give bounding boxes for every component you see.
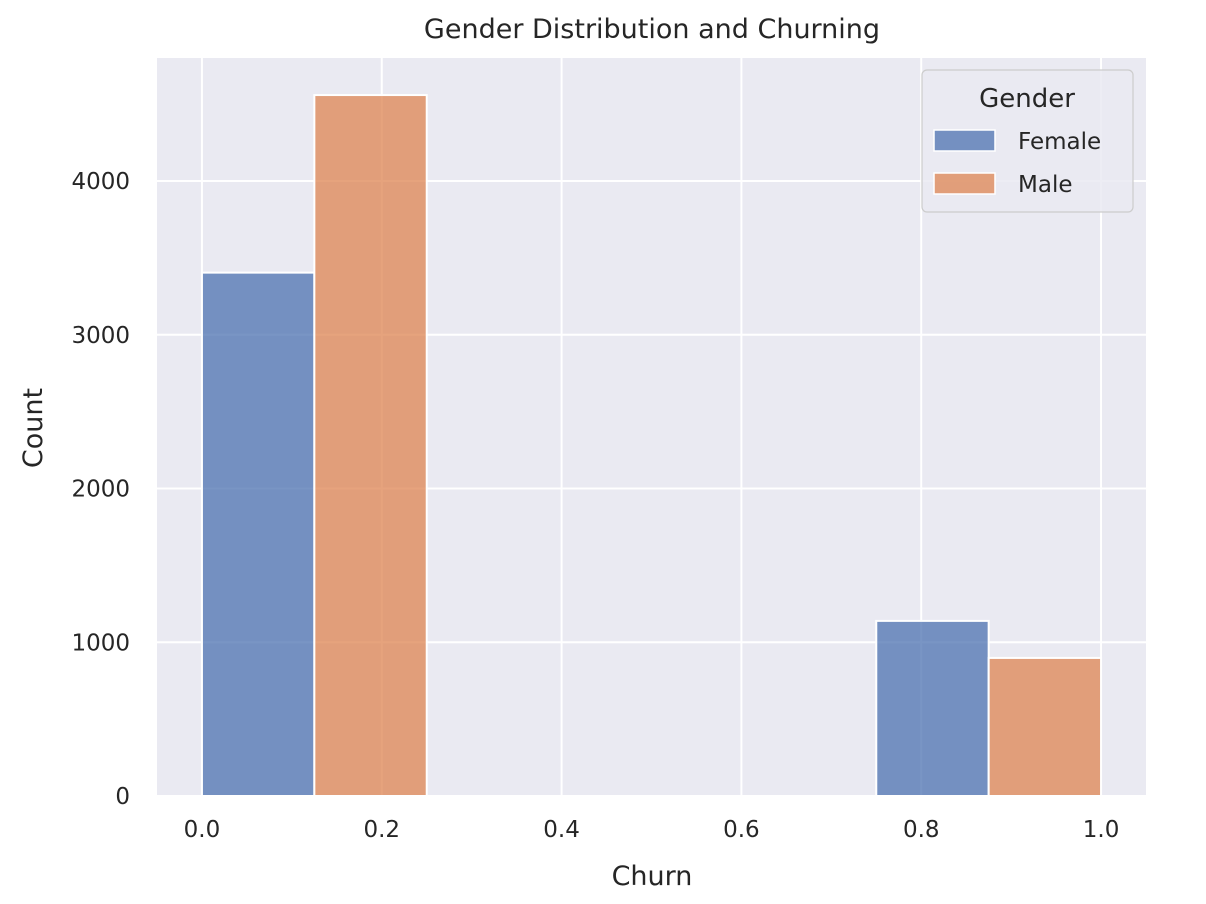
x-tick-label: 0.2 <box>363 817 400 843</box>
y-tick-label: 0 <box>115 784 130 810</box>
x-tick-label: 0.6 <box>723 817 760 843</box>
bar-female-1 <box>875 619 990 797</box>
bar-male-0 <box>313 94 428 797</box>
y-tick-label: 4000 <box>71 169 130 195</box>
chart-title: Gender Distribution and Churning <box>424 14 880 45</box>
legend-label-female: Female <box>1018 129 1101 155</box>
y-tick-label: 1000 <box>71 630 130 656</box>
x-tick-label: 0.0 <box>184 817 221 843</box>
bar-female-0 <box>200 271 316 797</box>
x-tick-labels: 0.0 0.2 0.4 0.6 0.8 1.0 <box>184 817 1120 843</box>
bar-male-1 <box>987 656 1103 797</box>
legend-label-male: Male <box>1018 172 1072 198</box>
y-axis-label: Count <box>18 388 49 468</box>
bars <box>200 94 1103 797</box>
legend-title: Gender <box>979 84 1075 114</box>
legend-swatch-male <box>933 172 996 195</box>
y-tick-label: 3000 <box>71 323 130 349</box>
x-tick-label: 1.0 <box>1083 817 1120 843</box>
y-tick-label: 2000 <box>71 477 130 503</box>
x-tick-label: 0.4 <box>543 817 580 843</box>
x-tick-label: 0.8 <box>903 817 940 843</box>
x-axis-label: Churn <box>612 861 693 892</box>
legend: Gender Female Male <box>921 69 1134 213</box>
legend-swatch-female <box>933 129 996 152</box>
y-tick-labels: 0 1000 2000 3000 4000 <box>71 169 130 810</box>
